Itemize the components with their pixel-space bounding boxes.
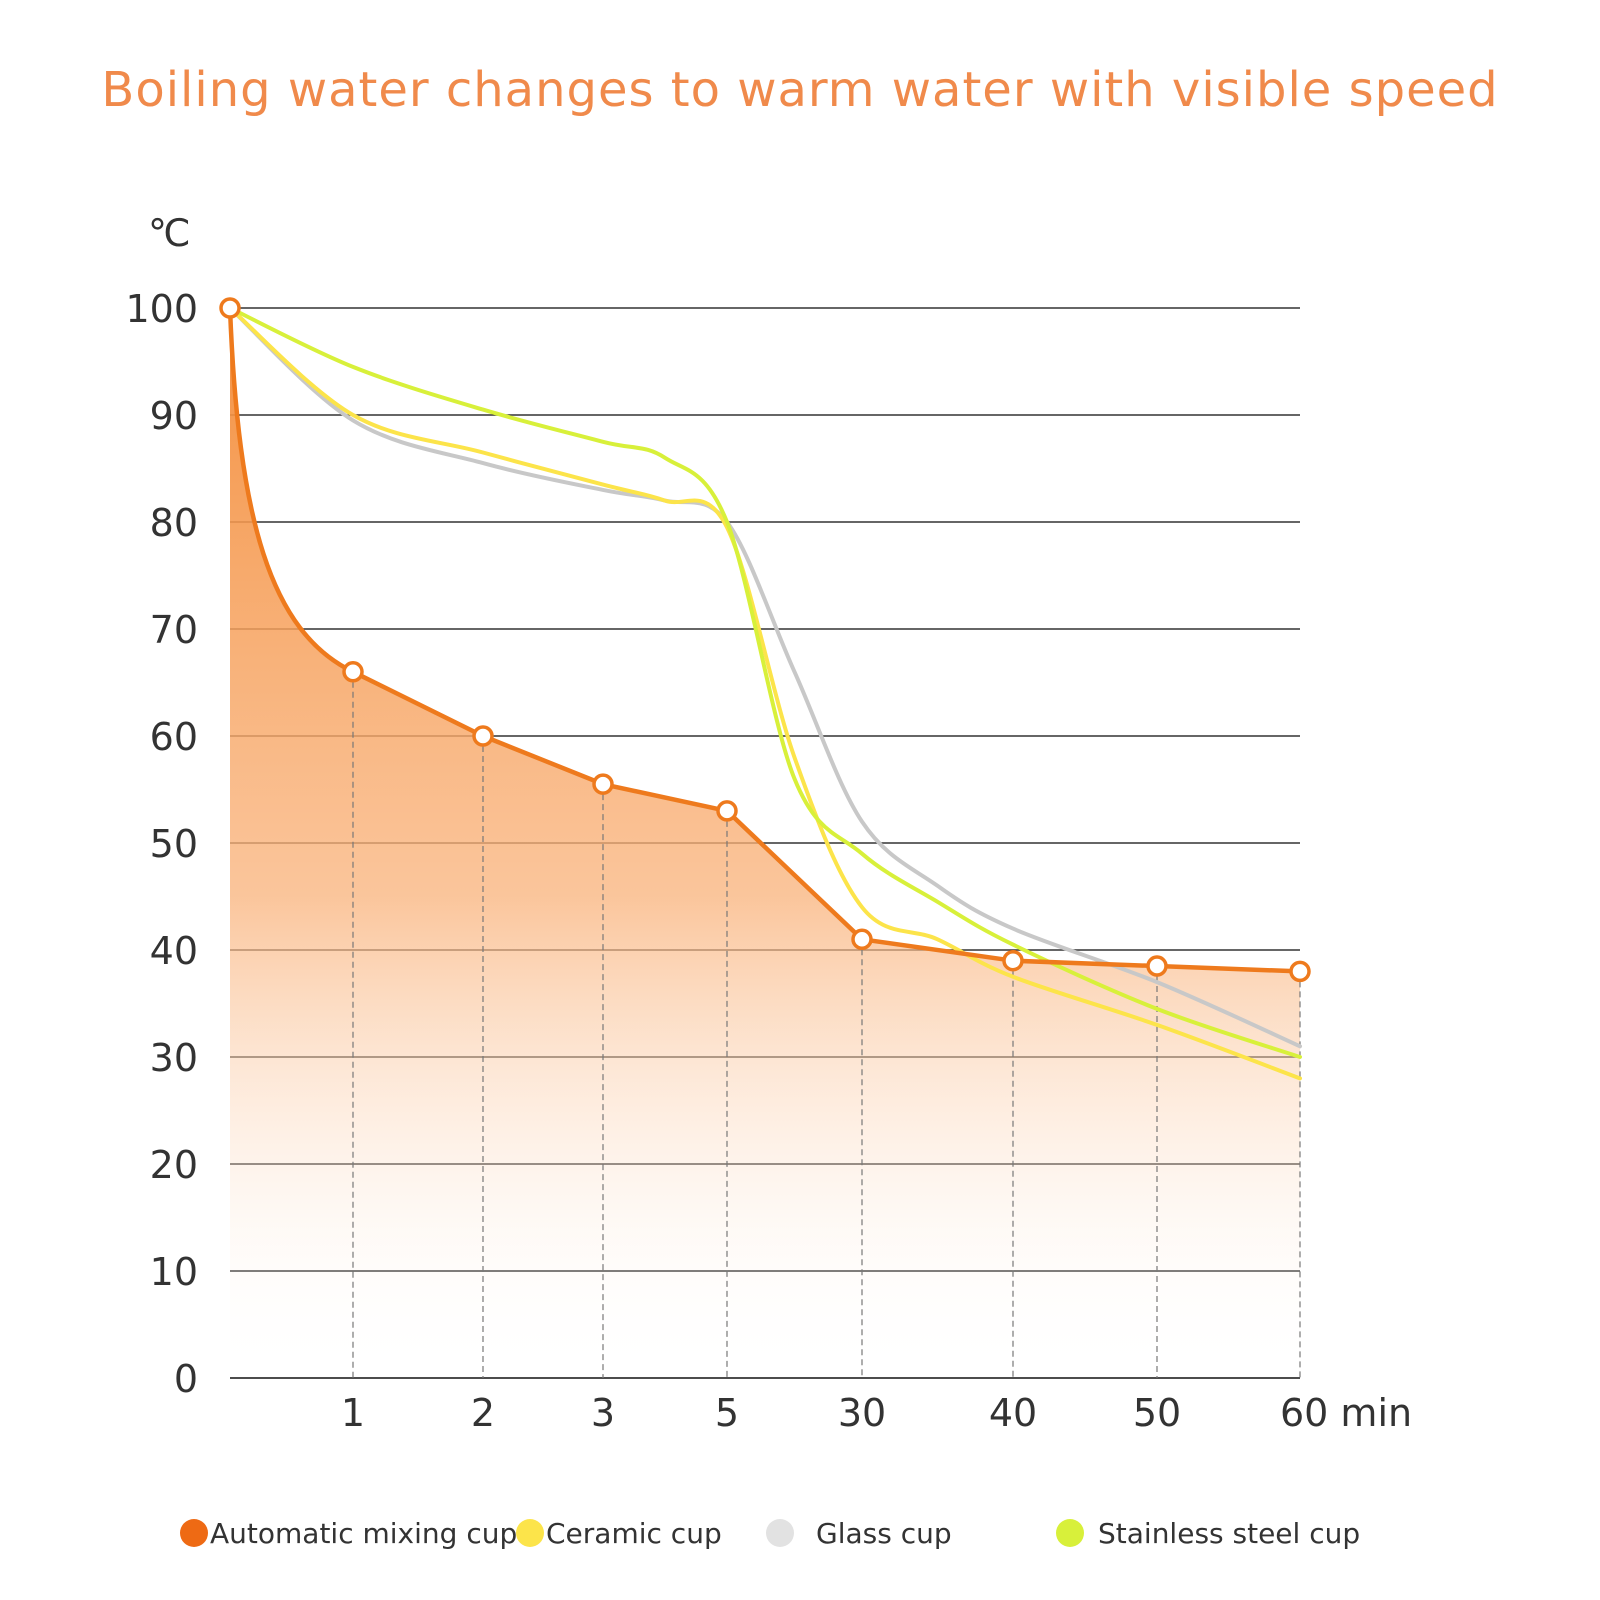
automatic-marker-5 [716, 800, 738, 822]
automatic-marker-50 [1146, 955, 1168, 977]
y-tick-label-30: 30 [150, 1036, 198, 1080]
markers-layer [219, 297, 1311, 983]
automatic-marker-40 [1002, 949, 1024, 972]
y-axis-unit-label: ℃ [148, 211, 191, 255]
x-tick-label-7: 60 min [1280, 1391, 1412, 1435]
legend-item-ceramic: Ceramic cup [516, 1508, 722, 1558]
legend-item-stainless: Stainless steel cup [1056, 1508, 1360, 1558]
automatic-marker-2 [472, 725, 494, 747]
legend-item-glass: Glass cup [766, 1508, 952, 1558]
automatic-marker-0 [219, 297, 241, 319]
x-tick-label-1: 2 [471, 1391, 495, 1435]
legend-stainless-label: Stainless steel cup [1098, 1516, 1361, 1550]
chart: 0 10 20 30 40 50 60 70 80 90 100 ℃ 1 2 3 5 30 40 50 60 min [125, 211, 1412, 1435]
y-tick-label-20: 20 [150, 1143, 198, 1187]
x-tick-label-4: 30 [838, 1391, 886, 1435]
automatic-marker-60 [1289, 960, 1311, 983]
tick-labels-layer: 0 10 20 30 40 50 60 70 80 90 100 ℃ 1 2 3 5 30 40 50 60 min [125, 211, 1412, 1435]
y-tick-label-80: 80 [150, 501, 198, 545]
x-tick-label-0: 1 [341, 1391, 365, 1435]
legend-glass-label: Glass cup [816, 1516, 952, 1550]
dashed-guides-layer [352, 681, 1301, 1378]
y-tick-label-60: 60 [150, 715, 198, 759]
automatic-marker-3 [592, 773, 614, 795]
legend-automatic-label: Automatic mixing cup [210, 1516, 518, 1550]
y-tick-label-50: 50 [150, 822, 198, 866]
legend-ceramic-label: Ceramic cup [546, 1516, 722, 1550]
legend-item-automatic: Automatic mixing cup [180, 1508, 517, 1558]
area-layer [230, 308, 1300, 1378]
glass-series-line [228, 306, 1302, 1049]
automatic-marker-30 [851, 928, 873, 951]
x-tick-label-3: 5 [715, 1391, 739, 1435]
legend-stainless-swatch [1056, 1519, 1084, 1547]
y-tick-label-10: 10 [150, 1250, 198, 1294]
x-tick-label-2: 3 [591, 1391, 615, 1435]
automatic-marker-1 [342, 661, 364, 683]
y-tick-label-0: 0 [174, 1357, 198, 1401]
x-tick-label-6: 50 [1133, 1391, 1181, 1435]
y-tick-label-90: 90 [150, 394, 198, 438]
legend-glass-swatch [766, 1519, 794, 1547]
y-tick-label-100: 100 [125, 287, 198, 331]
chart-title: Boiling water changes to warm water with… [101, 62, 1499, 118]
y-tick-label-70: 70 [150, 608, 198, 652]
automatic-area-fill [230, 308, 1300, 1378]
ceramic-series-line [228, 306, 1302, 1081]
x-tick-label-5: 40 [989, 1391, 1037, 1435]
y-tick-label-40: 40 [150, 929, 198, 973]
legend-automatic-swatch [180, 1519, 208, 1547]
legend: Automatic mixing cup Ceramic cup Glass c… [180, 1508, 1480, 1558]
legend-ceramic-swatch [516, 1519, 544, 1547]
